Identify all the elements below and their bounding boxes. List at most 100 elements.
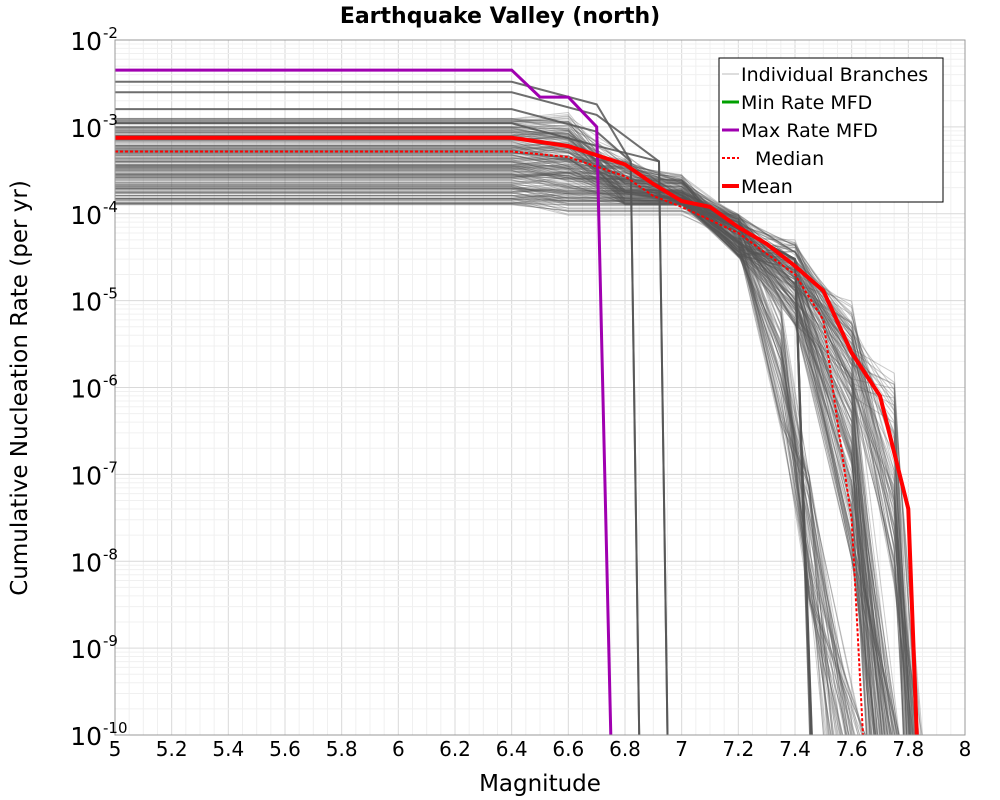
branch-line <box>115 130 844 736</box>
branch-line <box>115 175 886 736</box>
branch-line <box>115 157 838 736</box>
branch-line <box>115 131 868 736</box>
branch-line <box>115 156 874 736</box>
x-tick-label: 5.6 <box>269 737 301 761</box>
branch-line <box>115 183 876 736</box>
branch-line <box>115 157 877 736</box>
legend: Individual Branches Min Rate MFD Max Rate … <box>718 57 944 203</box>
branch-line <box>115 146 839 736</box>
branch-line <box>115 122 850 736</box>
branch-line <box>115 161 879 736</box>
branch-line <box>115 173 873 736</box>
branch-line <box>115 196 872 736</box>
branch-line <box>115 154 881 736</box>
y-tick-label: 10 -6 <box>70 372 118 404</box>
branch-line <box>115 172 920 736</box>
branch-line <box>115 131 878 736</box>
branch-line <box>115 156 917 736</box>
branch-line <box>115 151 861 736</box>
branch-line <box>115 151 881 736</box>
branch-line <box>115 167 915 736</box>
branch-line <box>115 164 872 736</box>
branch-line <box>115 203 918 736</box>
legend-label: Max Rate MFD <box>741 120 878 142</box>
branch-line <box>115 187 864 736</box>
branch-line <box>115 120 916 736</box>
branch-line <box>115 130 866 736</box>
branch-line <box>115 144 899 736</box>
branch-line <box>115 144 875 736</box>
branch-line <box>115 164 842 736</box>
y-tick-exponent: -6 <box>103 372 118 390</box>
y-tick-base: 10 <box>70 375 102 404</box>
branch-line <box>115 203 889 736</box>
y-tick-exponent: -9 <box>103 632 118 650</box>
branch-line <box>115 196 893 736</box>
branch-line <box>115 146 883 736</box>
branch-line <box>115 144 913 736</box>
branch-line <box>115 133 867 736</box>
branch-line <box>115 203 875 736</box>
branch-line <box>115 132 885 736</box>
y-tick-base: 10 <box>70 27 102 56</box>
x-tick-labels: 5 5.2 5.4 5.6 5.8 6 6.2 6.4 6.6 6.8 7 7.2 7.4 7.6 7.8 8 <box>109 737 972 761</box>
branch-line <box>115 176 914 736</box>
branch-line <box>115 200 832 736</box>
y-tick-exponent: -4 <box>103 198 118 216</box>
branch-line <box>115 186 876 736</box>
branch-line <box>115 158 853 736</box>
branch-line <box>115 121 915 736</box>
branch-line <box>115 126 850 736</box>
branch-line <box>115 171 826 736</box>
y-tick-label: 10 -2 <box>70 24 118 56</box>
x-tick-label: 7.6 <box>836 737 868 761</box>
legend-item-branches: Individual Branches <box>722 64 928 86</box>
branch-line <box>115 169 878 736</box>
branch-line <box>115 147 897 736</box>
branch-line <box>115 195 919 736</box>
branch-line <box>115 135 896 736</box>
legend-item-min: Min Rate MFD <box>722 92 872 114</box>
branch-line <box>115 160 844 736</box>
x-axis-label: Magnitude <box>479 771 601 797</box>
branch-line <box>115 173 909 736</box>
individual-branches <box>115 80 923 736</box>
branch-line <box>115 185 886 736</box>
branch-line <box>115 148 883 736</box>
branch-line <box>115 188 923 736</box>
branch-line <box>115 152 843 736</box>
branch-line <box>115 141 885 736</box>
x-tick-label: 8 <box>959 737 972 761</box>
branch-line <box>115 179 906 736</box>
y-tick-label: 10 -10 <box>70 719 127 751</box>
branch-line <box>115 197 913 736</box>
branch-line <box>115 144 847 736</box>
branch-line <box>115 164 852 736</box>
branch-line <box>115 189 831 736</box>
branch-line <box>115 187 910 736</box>
legend-item-median: Median <box>722 148 824 170</box>
chart-title: Earthquake Valley (north) <box>340 4 660 29</box>
branch-line <box>115 170 891 736</box>
branch-line <box>115 116 867 736</box>
branch-line <box>115 127 906 736</box>
branch-line <box>115 114 851 736</box>
x-tick-label: 7.8 <box>892 737 924 761</box>
branch-line <box>115 194 908 736</box>
branch-line <box>115 130 908 736</box>
y-tick-label: 10 -9 <box>70 632 118 664</box>
branch-line <box>115 187 900 736</box>
y-tick-exponent: -10 <box>103 719 128 737</box>
y-tick-label: 10 -5 <box>70 285 118 317</box>
y-tick-exponent: -7 <box>103 458 118 476</box>
y-tick-base: 10 <box>70 201 102 230</box>
branch-line <box>115 118 884 736</box>
branch-line <box>115 158 907 736</box>
branch-line <box>115 167 904 736</box>
branch-line <box>115 157 914 736</box>
branch-line <box>115 161 863 736</box>
branch-line <box>115 122 911 736</box>
y-axis-label: Cumulative Nucleation Rate (per yr) <box>7 180 33 596</box>
branch-line <box>115 148 871 736</box>
